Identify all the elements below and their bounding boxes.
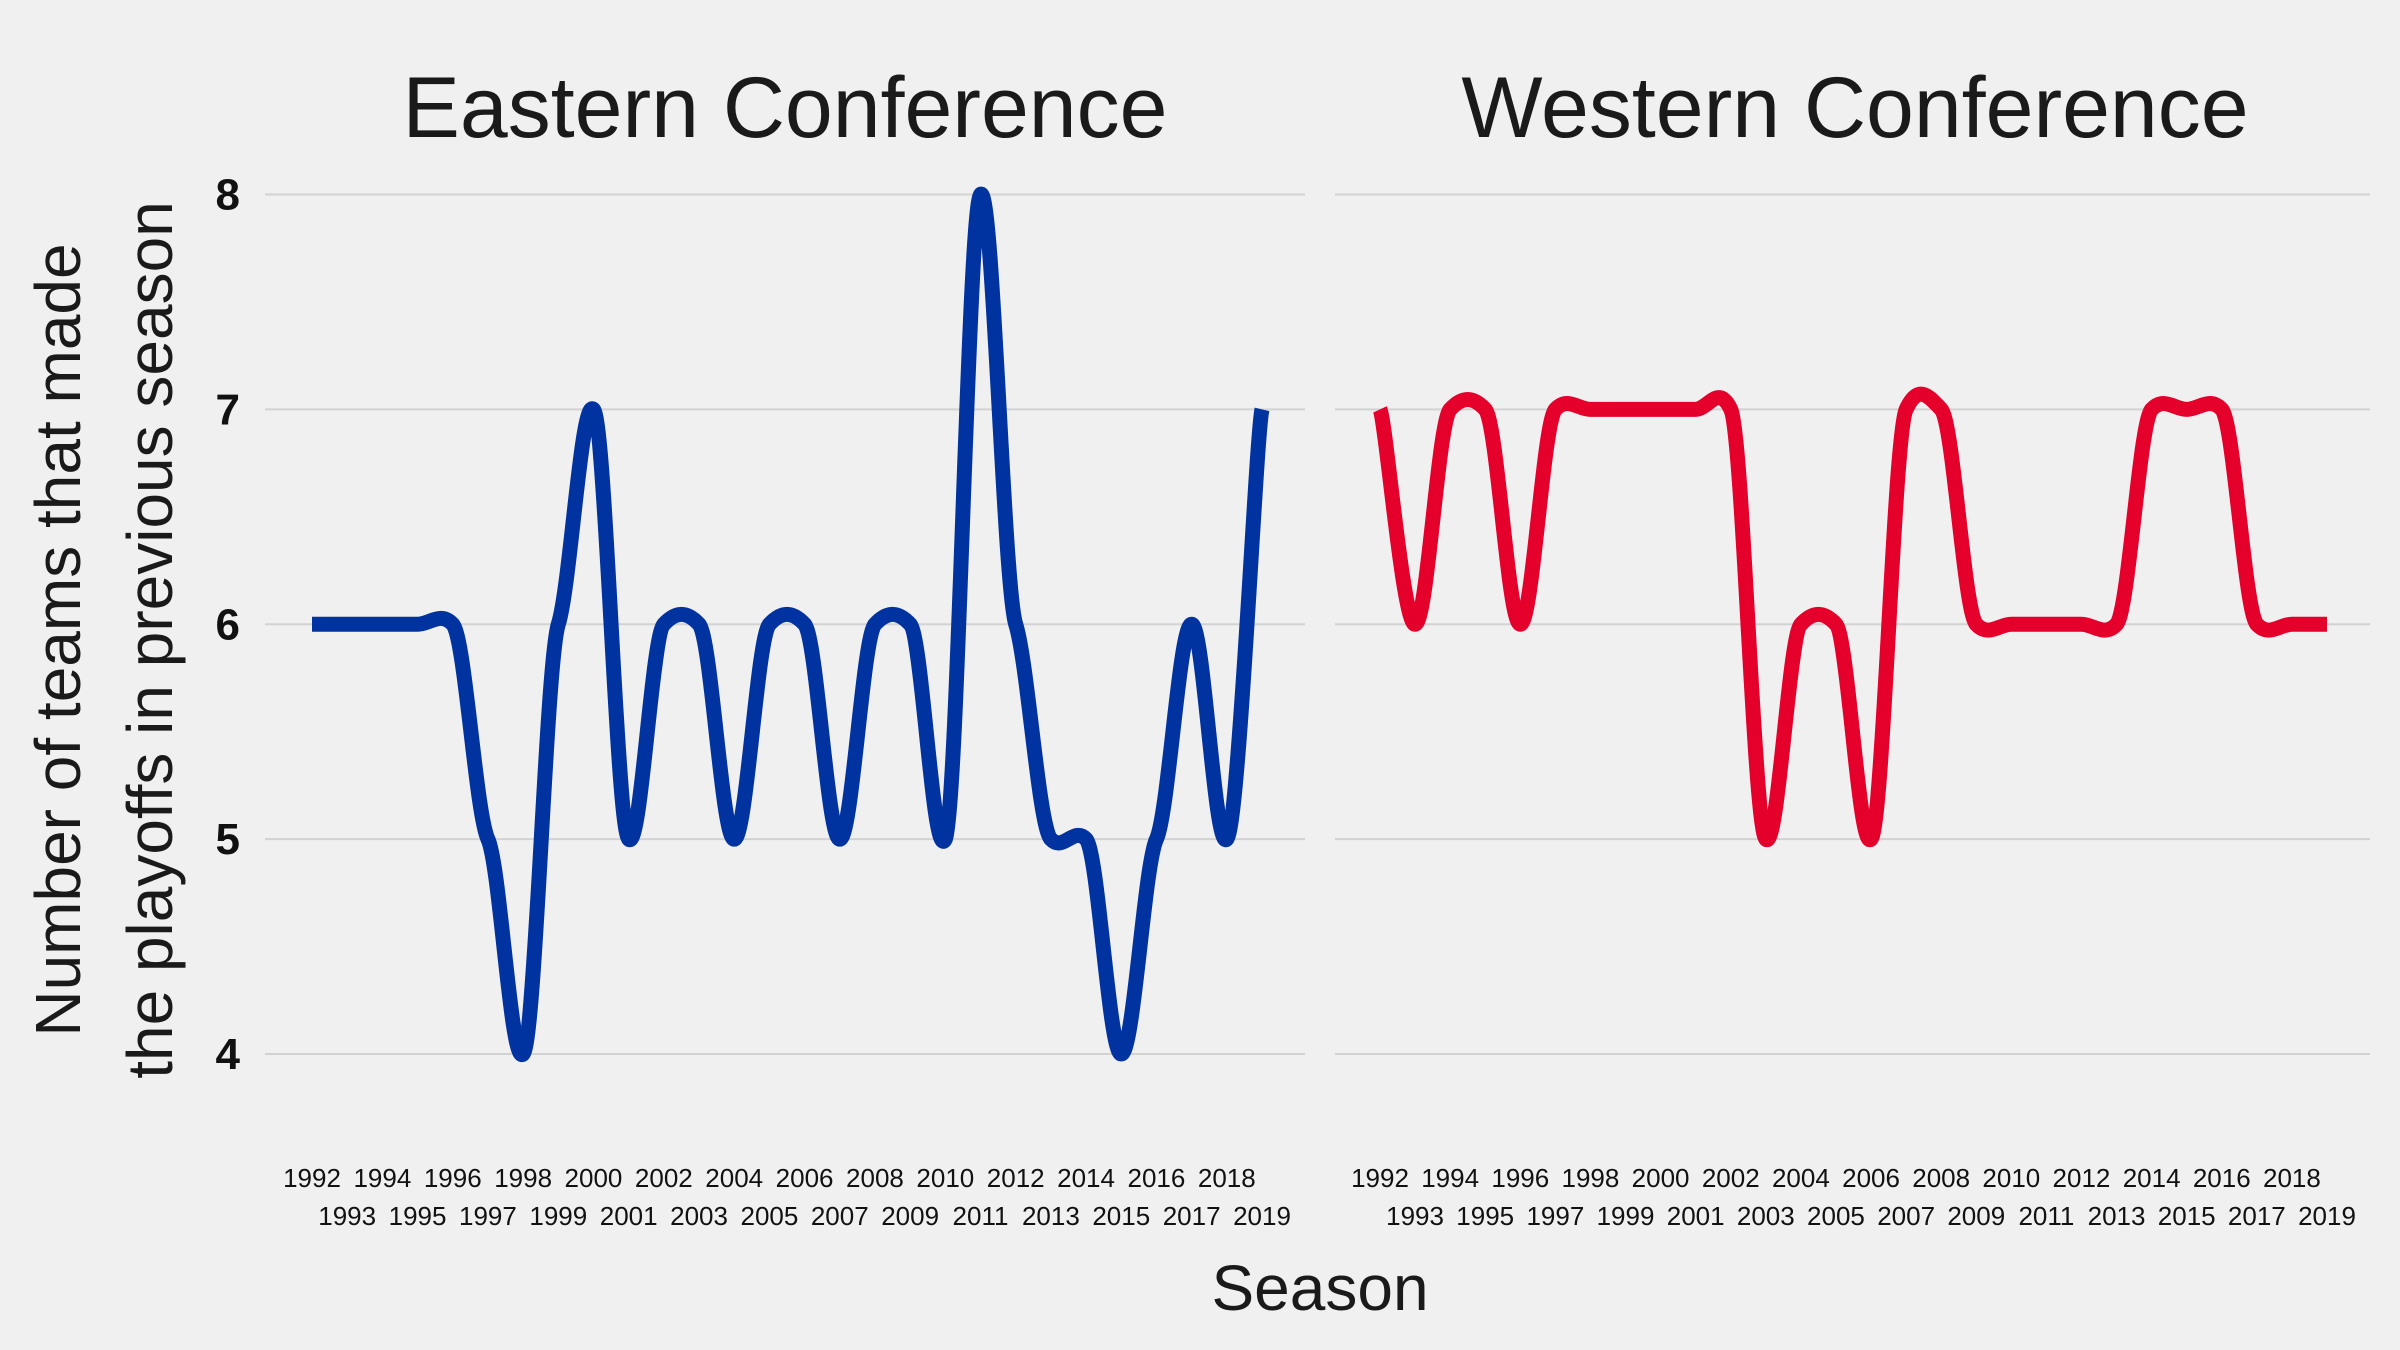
x-tick-label-2018: 2018 xyxy=(1198,1163,1256,1193)
x-tick-label-2012: 2012 xyxy=(2053,1163,2111,1193)
x-tick-label-2009: 2009 xyxy=(1947,1201,2005,1231)
x-tick-label-2011: 2011 xyxy=(953,1201,1009,1231)
x-tick-label-2009: 2009 xyxy=(881,1201,939,1231)
x-tick-label-2004: 2004 xyxy=(705,1163,763,1193)
x-tick-label-2014: 2014 xyxy=(1057,1163,1115,1193)
x-tick-label-1993: 1993 xyxy=(318,1201,376,1231)
x-tick-label-2002: 2002 xyxy=(1702,1163,1760,1193)
x-tick-label-2005: 2005 xyxy=(1807,1201,1865,1231)
x-tick-label-2019: 2019 xyxy=(1233,1201,1291,1231)
x-tick-label-1997: 1997 xyxy=(459,1201,517,1231)
x-tick-label-2013: 2013 xyxy=(2088,1201,2146,1231)
y-axis-label-line1: Number of teams that made xyxy=(22,243,94,1036)
x-tick-label-1997: 1997 xyxy=(1526,1201,1584,1231)
x-tick-label-1994: 1994 xyxy=(353,1163,411,1193)
x-tick-label-2013: 2013 xyxy=(1022,1201,1080,1231)
x-tick-label-1993: 1993 xyxy=(1386,1201,1444,1231)
y-tick-label-5: 5 xyxy=(216,815,240,864)
x-tick-label-2017: 2017 xyxy=(2228,1201,2286,1231)
x-tick-label-1996: 1996 xyxy=(424,1163,482,1193)
x-tick-label-1992: 1992 xyxy=(283,1163,341,1193)
x-tick-label-2007: 2007 xyxy=(1877,1201,1935,1231)
series-line-1 xyxy=(1372,386,2327,847)
x-tick-label-2014: 2014 xyxy=(2123,1163,2181,1193)
panel-title-0: Eastern Conference xyxy=(403,60,1168,156)
x-tick-label-1998: 1998 xyxy=(494,1163,552,1193)
x-tick-label-2011: 2011 xyxy=(2018,1201,2074,1231)
x-tick-label-2019: 2019 xyxy=(2298,1201,2356,1231)
x-tick-label-1999: 1999 xyxy=(1597,1201,1655,1231)
panel-0: 4 5 6 7 8 Eastern Conference 1992 1993 1994 1995 1… xyxy=(216,60,1305,1231)
x-tick-label-1994: 1994 xyxy=(1421,1163,1479,1193)
x-tick-label-2001: 2001 xyxy=(600,1201,658,1231)
x-tick-label-2000: 2000 xyxy=(565,1163,623,1193)
y-tick-label-8: 8 xyxy=(216,170,240,219)
x-tick-label-2015: 2015 xyxy=(2158,1201,2216,1231)
x-tick-label-2006: 2006 xyxy=(776,1163,834,1193)
x-tick-label-2016: 2016 xyxy=(2193,1163,2251,1193)
x-tick-label-1995: 1995 xyxy=(1456,1201,1514,1231)
x-tick-label-2007: 2007 xyxy=(811,1201,869,1231)
x-tick-label-1995: 1995 xyxy=(389,1201,447,1231)
y-axis-label-line2: the playoffs in previous season xyxy=(114,201,186,1079)
x-tick-label-1992: 1992 xyxy=(1351,1163,1409,1193)
x-tick-label-2003: 2003 xyxy=(670,1201,728,1231)
x-tick-label-2017: 2017 xyxy=(1163,1201,1221,1231)
panel-1: Western Conference 1992 1993 1994 1995 1996 19… xyxy=(1335,60,2370,1231)
x-tick-label-2006: 2006 xyxy=(1842,1163,1900,1193)
x-tick-label-2012: 2012 xyxy=(987,1163,1045,1193)
x-tick-label-2018: 2018 xyxy=(2263,1163,2321,1193)
x-tick-label-2016: 2016 xyxy=(1128,1163,1186,1193)
x-tick-label-2010: 2010 xyxy=(916,1163,974,1193)
y-tick-label-7: 7 xyxy=(216,385,240,434)
x-tick-label-2010: 2010 xyxy=(1982,1163,2040,1193)
series-line-0 xyxy=(312,186,1270,1062)
x-tick-label-1998: 1998 xyxy=(1562,1163,1620,1193)
x-tick-label-2008: 2008 xyxy=(846,1163,904,1193)
x-tick-label-1996: 1996 xyxy=(1491,1163,1549,1193)
x-tick-label-2003: 2003 xyxy=(1737,1201,1795,1231)
x-axis-label: Season xyxy=(1211,1252,1428,1324)
x-tick-label-2001: 2001 xyxy=(1667,1201,1725,1231)
x-tick-label-2000: 2000 xyxy=(1632,1163,1690,1193)
x-tick-label-1999: 1999 xyxy=(529,1201,587,1231)
x-tick-label-2002: 2002 xyxy=(635,1163,693,1193)
panel-title-1: Western Conference xyxy=(1461,60,2248,156)
y-tick-label-6: 6 xyxy=(216,600,240,649)
x-tick-label-2008: 2008 xyxy=(1912,1163,1970,1193)
x-tick-label-2015: 2015 xyxy=(1092,1201,1150,1231)
x-tick-label-2004: 2004 xyxy=(1772,1163,1830,1193)
y-tick-label-4: 4 xyxy=(216,1030,241,1079)
panels-group: 4 5 6 7 8 Eastern Conference 1992 1993 1994 1995 1… xyxy=(216,60,2370,1231)
x-tick-label-2005: 2005 xyxy=(740,1201,798,1231)
